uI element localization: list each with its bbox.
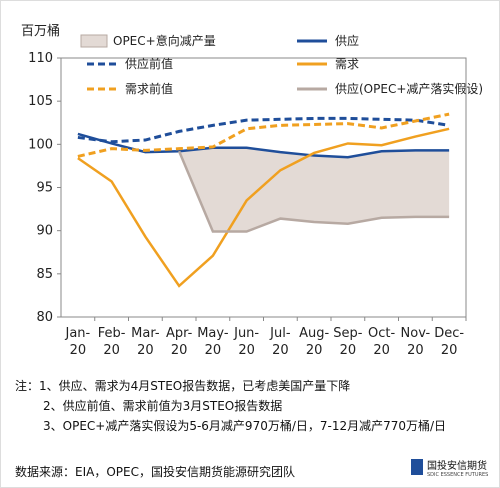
x-tick-label: Mar-20 (131, 326, 160, 358)
logo-icon (411, 459, 423, 475)
line (77, 132, 450, 159)
area (179, 147, 450, 232)
logo-name: 国投安信期货 (427, 461, 487, 472)
x-tick-label: Dec-20 (434, 326, 464, 358)
x-tick-label: Jan-20 (65, 326, 91, 358)
legend-label: 需求前值 (125, 81, 173, 96)
legend-label: 供应(OPEC+减产落实假设) (335, 81, 483, 96)
x-tick-label: May-20 (197, 326, 229, 358)
line (77, 112, 450, 158)
x-tick-label: Feb-20 (98, 326, 126, 358)
x-tick-label: Jul-20 (269, 326, 291, 358)
legend-label: 供应 (335, 33, 359, 48)
x-tick-label: Sep-20 (333, 326, 363, 358)
x-tick-label: Nov-20 (401, 326, 431, 358)
x-tick-label: Jun-20 (233, 326, 259, 358)
x-tick-label: Aug-20 (299, 326, 329, 358)
x-tick-label: Apr-20 (166, 326, 193, 358)
legend-label: OPEC+意向减产量 (113, 33, 216, 48)
y-tick-label: 110 (28, 51, 53, 66)
chart: 百万桶 80859095100105110Jan-20Feb-20Mar-20A… (21, 24, 483, 358)
y-axis-label: 百万桶 (21, 24, 60, 39)
y-tick-label: 80 (36, 310, 53, 325)
note: 注：1、供应、需求为4月STEO报告数据，已考虑美国产量下降 (15, 379, 351, 393)
note: 3、OPEC+减产落实假设为5-6月减产970万桶/日，7-12月减产770万桶… (43, 419, 447, 433)
logo-sub: SDIC ESSENCE FUTURES (427, 472, 489, 478)
source: 数据来源：EIA，OPEC，国投安信期货能源研究团队 (15, 465, 295, 479)
x-tick-label: Oct-20 (368, 326, 395, 358)
y-tick-label: 95 (36, 181, 53, 196)
line (77, 127, 450, 288)
legend-swatch (80, 34, 108, 48)
y-tick-label: 90 (36, 224, 53, 239)
legend-label: 需求 (335, 57, 359, 71)
legend-label: 供应前值 (125, 56, 173, 71)
note: 2、供应前值、需求前值为3月STEO报告数据 (43, 399, 283, 413)
line (77, 116, 450, 144)
y-tick-label: 85 (36, 267, 53, 282)
line (177, 150, 450, 233)
y-tick-label: 100 (28, 137, 53, 152)
y-tick-label: 105 (28, 94, 53, 109)
